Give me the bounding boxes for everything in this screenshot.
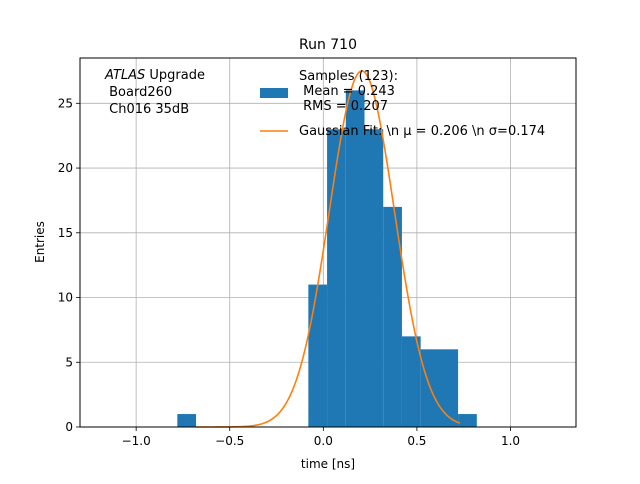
y-tick-label: 25	[58, 96, 73, 110]
legend: Samples (123): Mean = 0.243 RMS = 0.207 …	[260, 69, 545, 139]
histogram-bars	[177, 90, 477, 428]
legend-samples-line: RMS = 0.207	[299, 99, 388, 114]
axes-frame	[79, 57, 577, 428]
legend-label-fit: Gaussian Fit: \n μ = 0.206 \n σ=0.174	[299, 124, 545, 139]
histogram-bar	[383, 206, 402, 427]
x-tick-label: 0.0	[314, 434, 333, 448]
y-tick-label: 10	[58, 291, 73, 305]
histogram-bar	[458, 414, 477, 427]
x-tick-label: 0.5	[407, 434, 426, 448]
legend-samples-line: Samples (123):	[299, 69, 398, 84]
x-tick-label: 1.0	[501, 434, 520, 448]
y-tick-label: 15	[58, 226, 73, 240]
histogram-bar	[345, 90, 365, 428]
x-axis-label: time [ns]	[301, 457, 355, 471]
annotation-channel: Ch016 35dB	[105, 102, 189, 117]
y-tick-label: 0	[65, 420, 73, 434]
x-tick-label: −1.0	[122, 434, 151, 448]
annotation-upgrade: Upgrade	[145, 68, 205, 83]
chart-title: Run 710	[299, 37, 357, 53]
legend-swatch-samples	[260, 88, 288, 98]
annotation-board: Board260	[105, 85, 172, 100]
y-tick-label: 20	[58, 161, 73, 175]
histogram-bar	[401, 336, 421, 427]
ticks-layer: −1.0 −0.5 0.0 0.5 1.0 0 5 10 15 20 25	[58, 96, 520, 448]
legend-label-samples: Samples (123): Mean = 0.243 RMS = 0.207	[299, 69, 398, 114]
annotation-atlas: ATLAS	[104, 68, 145, 83]
svg-text:ATLAS Upgrade: ATLAS Upgrade	[104, 68, 205, 83]
legend-samples-line: Mean = 0.243	[299, 84, 395, 99]
y-tick-label: 5	[65, 355, 73, 369]
histogram-bar	[420, 349, 459, 427]
x-tick-label: −0.5	[215, 434, 244, 448]
histogram-bar	[364, 129, 384, 428]
histogram-bar	[327, 129, 346, 428]
histogram-bar	[308, 284, 328, 427]
atlas-annotation: ATLAS Upgrade Board260 Ch016 35dB	[104, 68, 205, 117]
histogram-bar	[177, 414, 197, 427]
y-axis-label: Entries	[33, 221, 47, 263]
